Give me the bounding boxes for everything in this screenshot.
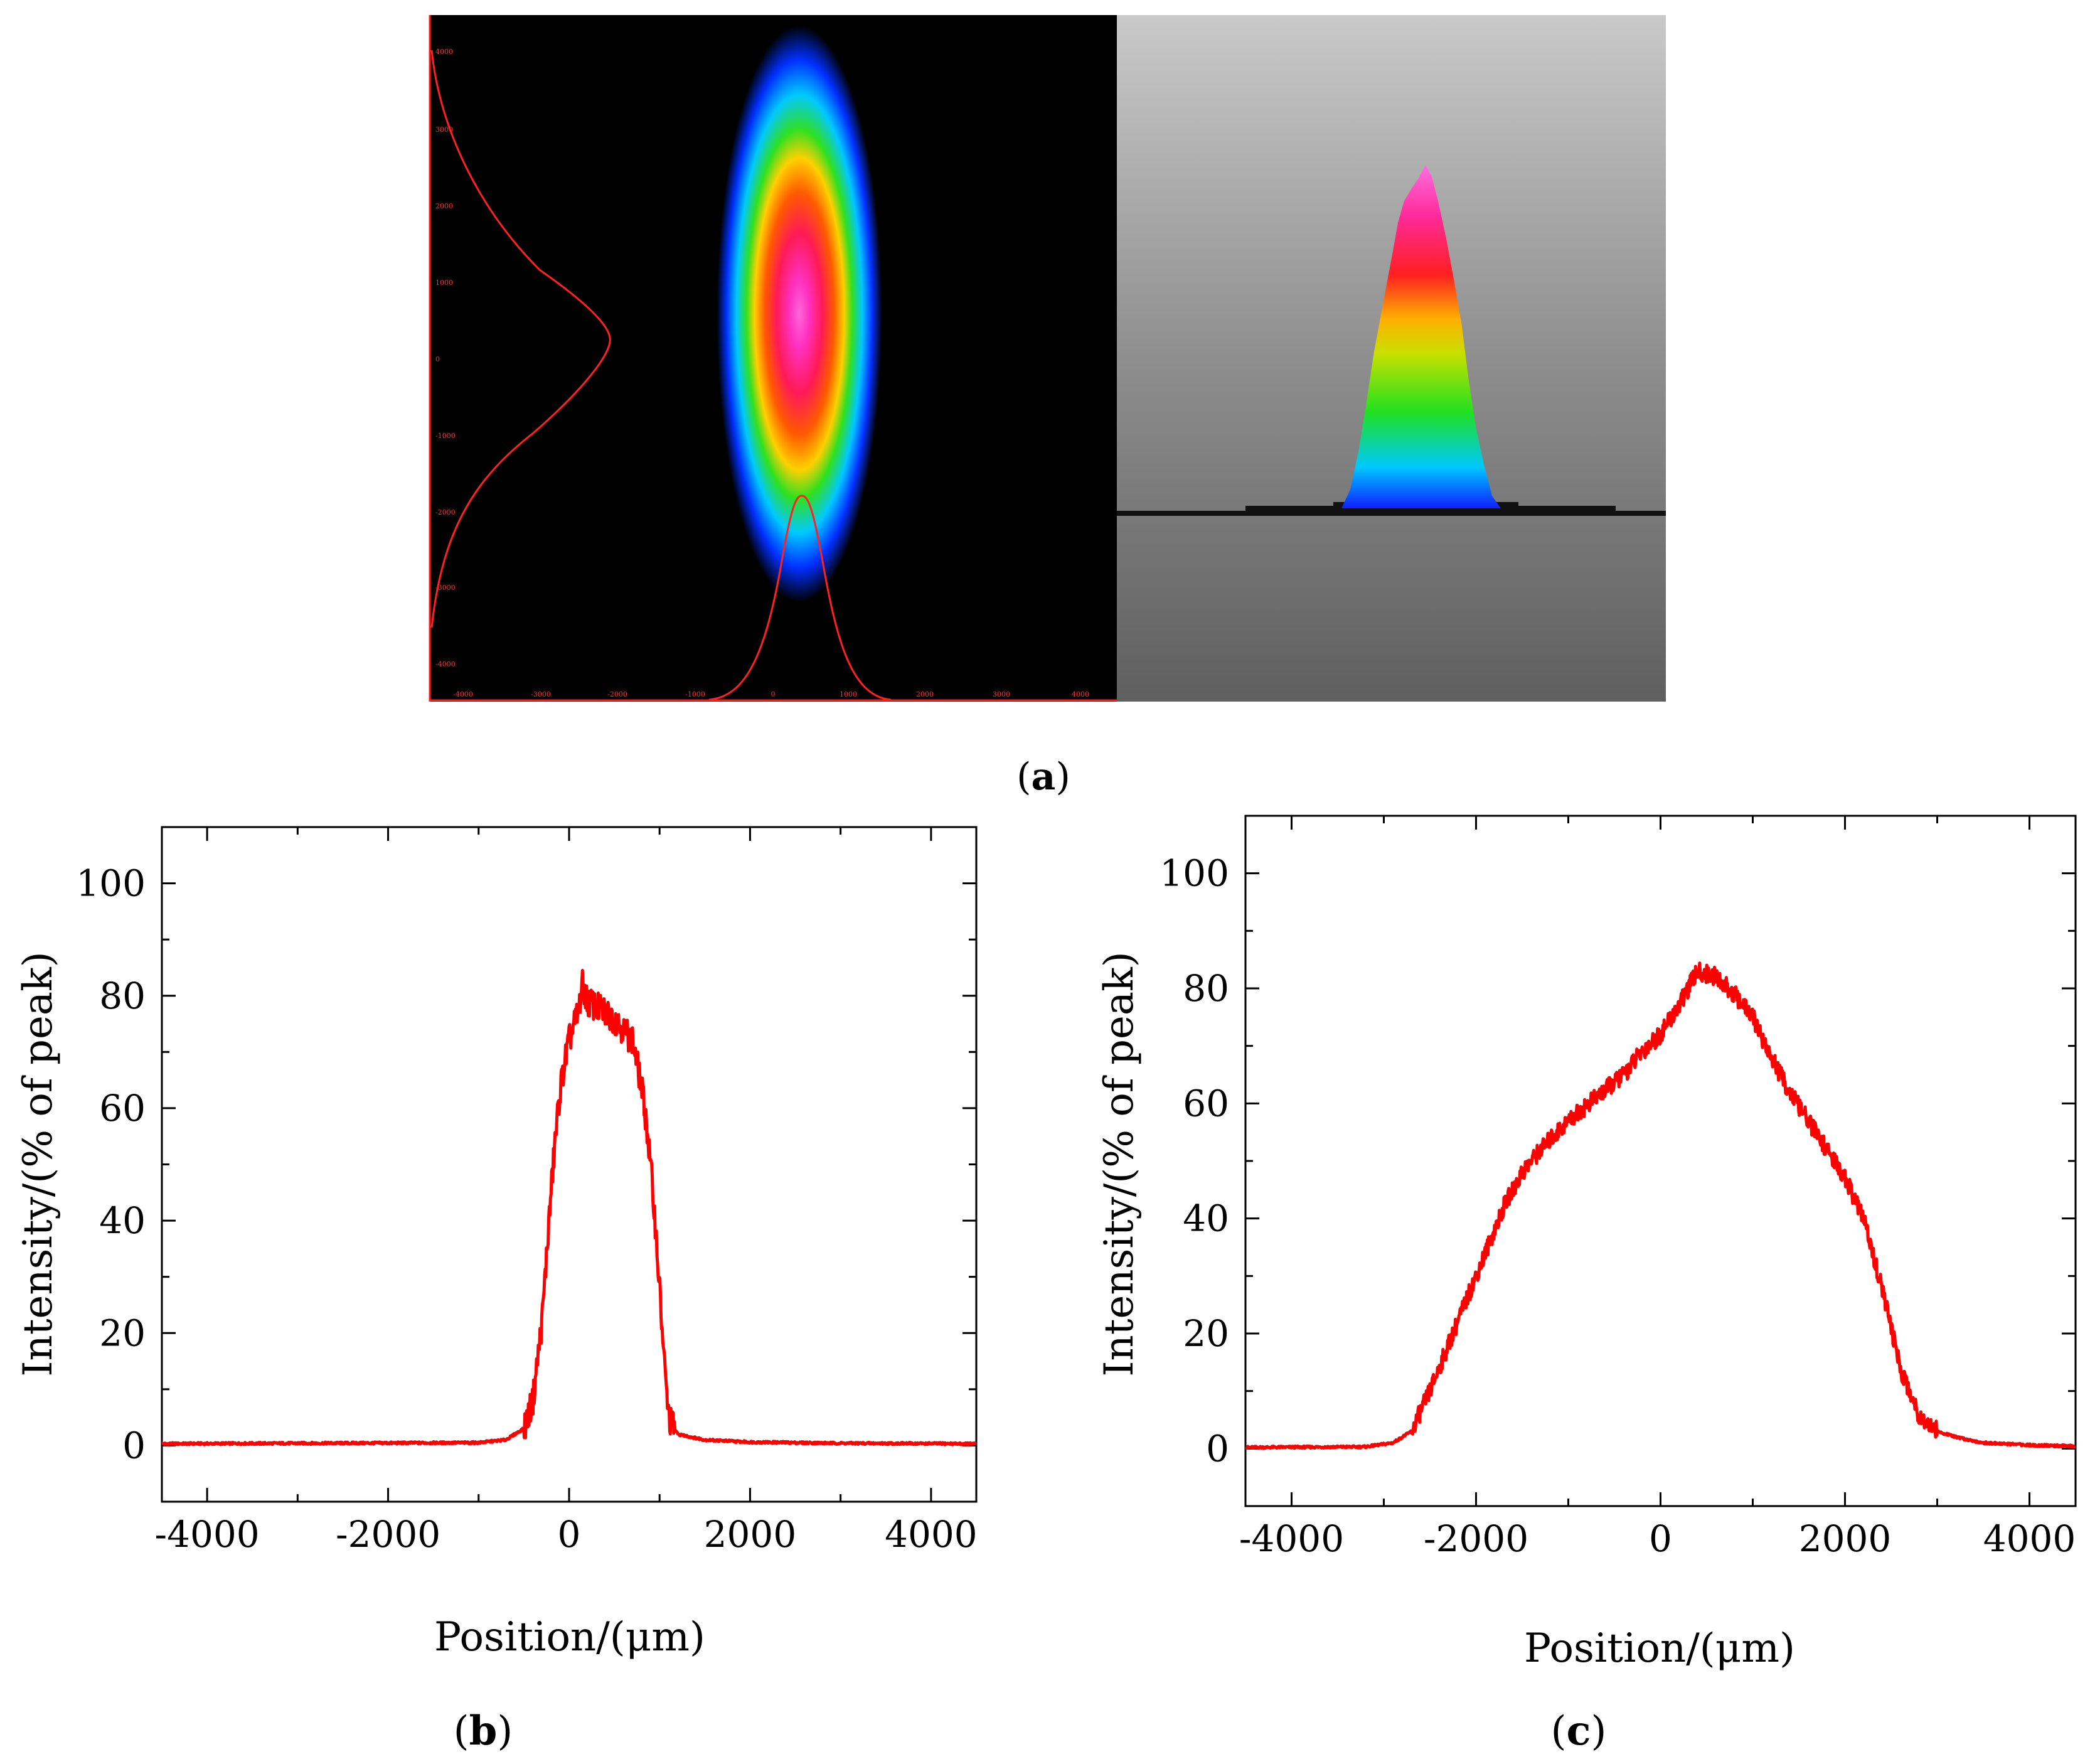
x-tick-label: -4000: [155, 1513, 260, 1556]
x-tick-labels-c: -4000 -2000 0 2000 4000: [1239, 1517, 2076, 1560]
beam-bottom-tick: -1000: [685, 690, 705, 698]
beam-3d-peak: [1341, 164, 1501, 508]
y-tick-label: 20: [1183, 1312, 1229, 1355]
beam-bottom-ticks: -4000 -3000 -2000 -1000 0 1000 2000 3000…: [453, 690, 1089, 698]
x-tick-label: 2000: [704, 1513, 797, 1556]
beam-left-tick: 1000: [435, 279, 453, 287]
x-tick-labels-b: -4000 -2000 0 2000 4000: [155, 1513, 978, 1556]
beam-left-tick: -1000: [435, 432, 456, 440]
beam-horizontal-profile: [708, 494, 892, 701]
beam-view-3d: [1117, 15, 1666, 702]
beam-bottom-tick: 2000: [916, 690, 934, 698]
beam-view-2d: 4000 3000 2000 1000 0 -1000 -2000 -3000 …: [429, 15, 1117, 702]
x-tick-label: 0: [558, 1513, 581, 1556]
panel-c-caption: (c): [1551, 1708, 1607, 1755]
beam-left-tick: 0: [435, 355, 440, 363]
beam-bottom-tick: 1000: [840, 690, 857, 698]
x-axis-label-b: Position/(μm): [434, 1614, 705, 1660]
beam-left-tick: -3000: [435, 584, 456, 592]
panel-b-chart: -4000 -2000 0 2000 4000 0 20 40 60 80 100 Positio…: [15, 826, 978, 1755]
y-tick-label: 40: [99, 1199, 146, 1242]
beam-bottom-tick: 3000: [993, 690, 1010, 698]
x-axis-label-c: Position/(μm): [1524, 1625, 1795, 1672]
x-tick-label: -2000: [1424, 1517, 1528, 1560]
panel-a-caption: (a): [1016, 755, 1070, 799]
beam-bottom-tick: -4000: [453, 690, 473, 698]
x-tick-label: -4000: [1239, 1517, 1344, 1560]
y-tick-labels-b: 0 20 40 60 80 100: [76, 862, 146, 1467]
beam-3d-baseline-plate: [1117, 502, 1666, 516]
beam-bottom-tick: 4000: [1072, 690, 1089, 698]
beam-left-tick: 2000: [435, 202, 453, 210]
beam-left-tick: -2000: [435, 508, 456, 516]
y-tick-label: 80: [99, 975, 146, 1017]
y-axis-label-b: Intensity/(% of peak): [15, 951, 61, 1377]
y-tick-label: 0: [1206, 1427, 1229, 1470]
plot-frame-b: [161, 826, 978, 1503]
beam-vertical-profile: [430, 50, 611, 628]
beam-bottom-tick: -2000: [607, 690, 627, 698]
y-tick-label: 80: [1183, 967, 1229, 1010]
y-tick-label: 60: [1183, 1082, 1229, 1125]
beam-bottom-tick: -3000: [531, 690, 551, 698]
x-tick-label: 4000: [885, 1513, 978, 1556]
y-tick-label: 40: [1183, 1197, 1229, 1240]
panel-a: 4000 3000 2000 1000 0 -1000 -2000 -3000 …: [429, 15, 1666, 799]
x-tick-label: 0: [1649, 1517, 1672, 1560]
beam-spot: [717, 25, 882, 602]
panel-c-chart: -4000 -2000 0 2000 4000 0 20 40 60 80 100 Positio…: [1096, 815, 2077, 1755]
beam-bottom-tick: 0: [771, 690, 776, 698]
plot-frame-c: [1244, 815, 2077, 1507]
y-tick-labels-c: 0 20 40 60 80 100: [1160, 852, 1229, 1470]
series-line-b: [162, 969, 976, 1446]
y-tick-label: 60: [99, 1087, 146, 1130]
x-tick-label: 2000: [1799, 1517, 1892, 1560]
y-tick-label: 20: [99, 1312, 146, 1354]
beam-left-tick: 4000: [435, 48, 453, 56]
x-tick-label: -2000: [336, 1513, 440, 1556]
series-line-c: [1245, 961, 2076, 1450]
beam-left-tick: -4000: [435, 660, 456, 668]
y-tick-label: 100: [1160, 852, 1229, 895]
ticks-b: [162, 826, 976, 1502]
panel-b-caption: (b): [454, 1708, 513, 1755]
x-tick-label: 4000: [1983, 1517, 2076, 1560]
y-tick-label: 0: [122, 1424, 146, 1467]
y-axis-label-c: Intensity/(% of peak): [1096, 951, 1143, 1377]
beam-left-ticks: 4000 3000 2000 1000 0 -1000 -2000 -3000 …: [435, 48, 456, 668]
y-tick-label: 100: [76, 862, 146, 905]
